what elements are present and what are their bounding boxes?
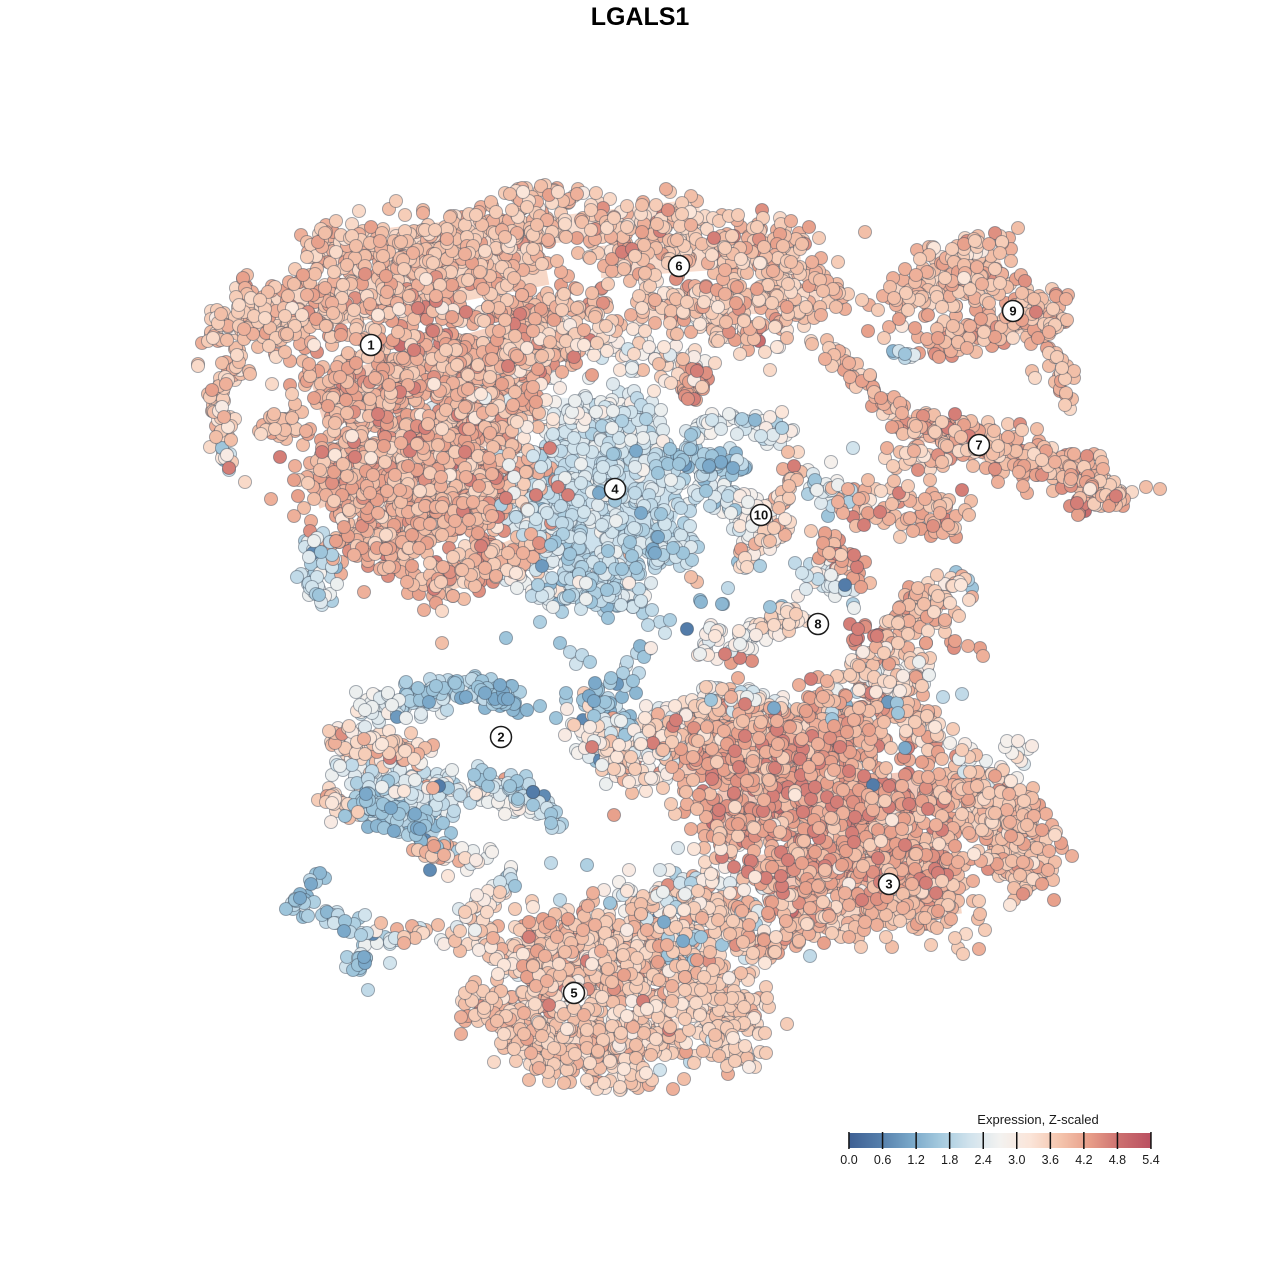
svg-text:LGALS1: LGALS1	[591, 3, 690, 31]
